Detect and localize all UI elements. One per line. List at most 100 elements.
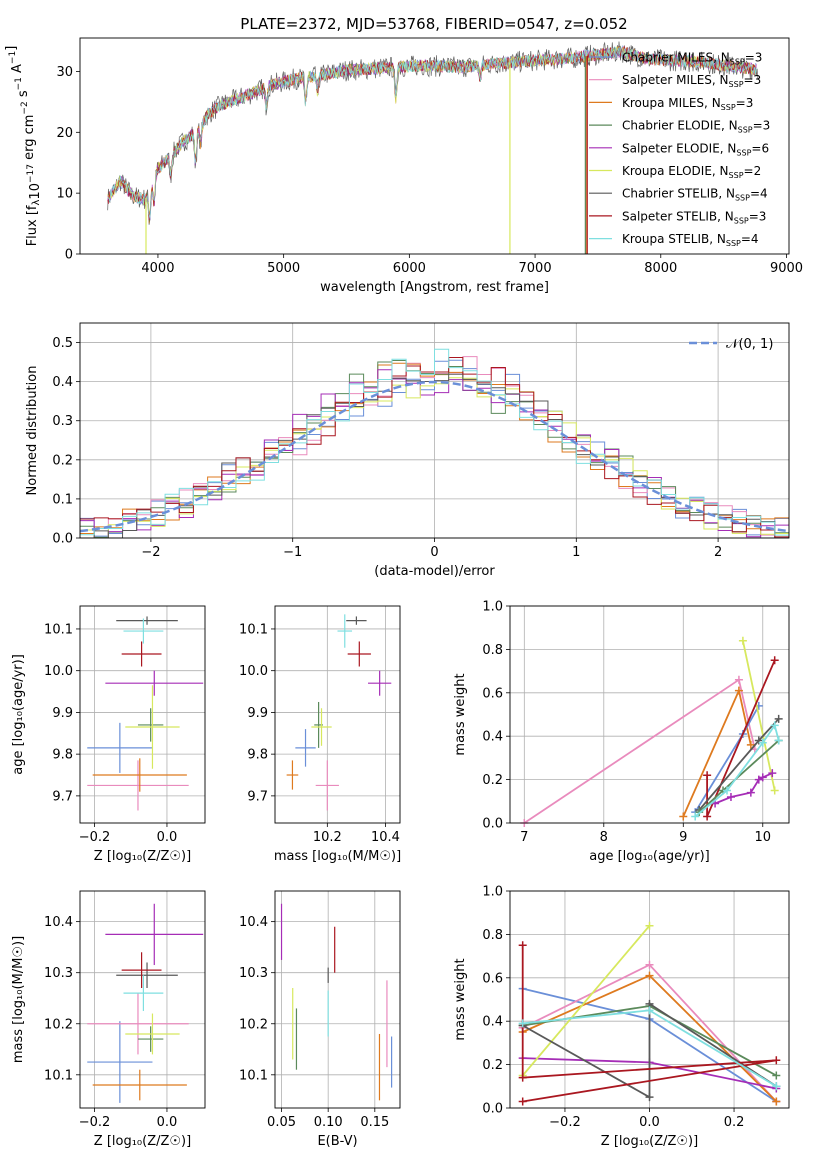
y-tick-label: 20 [56,126,73,141]
x-tick-label: −0.2 [79,830,111,845]
weight-marker [645,960,654,969]
y-tick-label: 10.4 [239,915,268,930]
gaussian-curve [80,380,789,533]
errorbars [286,614,392,811]
plot-frame [79,605,206,824]
y-tick-label: 0 [65,248,73,263]
legend-entry: Kroupa STELIB, NSSP=4 [622,232,759,248]
weight-marker [746,788,755,797]
weight-marker [734,686,743,695]
y-axis-label: age [log₁₀(age/yr)] [11,654,26,775]
x-tick-label: 0.05 [267,1115,296,1130]
x-tick-label: −2 [141,545,160,560]
y-tick-label: 10 [56,187,73,202]
weight-line [698,718,780,811]
y-tick-label: 10.1 [239,1068,268,1083]
residuals-panel: −2 −1 0 1 2 0.0 0.1 0.2 0.3 0.4 0.5 (data-model)/er… [25,322,790,579]
x-tick-label: 8 [600,830,608,845]
y-tick-label: 30 [56,65,73,80]
weight-marker [726,792,735,801]
legend-entry: Chabrier ELODIE, NSSP=3 [622,119,770,135]
y-tick-label: 10.3 [239,966,268,981]
y-tick-label: 0.8 [482,928,503,943]
y-axis-label-part: −2 [20,101,30,114]
legend-entry: Salpeter STELIB, NSSP=3 [622,209,766,225]
plot-frame [274,605,401,824]
y-tick-label: 1.0 [482,885,503,900]
weight-marker [645,1093,654,1102]
y-axis-label-part: 10 [28,183,43,200]
x-tick-label: −1 [283,545,302,560]
age-vs-mass-panel: 10.2 10.4 9.7 9.8 9.9 10.0 10.1 mass [log₁₀(M/M… [239,605,401,864]
weight-marker [518,1073,527,1082]
y-axis-label: Flux [fλ10−17 erg cm−2 s−1 A−1] [4,46,43,247]
x-tick-label: 0.0 [157,830,178,845]
legend-entry: Kroupa ELODIE, NSSP=2 [622,164,761,180]
plot-frame [79,37,790,255]
weight-line [522,925,651,1077]
x-axis-label: (data-model)/error [374,564,495,579]
weight-marker [723,786,731,795]
grid [275,891,400,1108]
spectrum-lines [107,41,759,254]
weight-marker [774,736,783,745]
weight-marker [518,1097,527,1106]
legend-entry: 𝒩(0, 1) [726,337,773,352]
y-tick-label: 10.4 [44,915,73,930]
y-tick-label: 0.6 [482,971,503,986]
errorbars [87,903,204,1103]
y-tick-label: 1.0 [482,600,503,615]
weight-marker [758,773,767,782]
residual-legend: 𝒩(0, 1) [689,337,773,352]
y-tick-label: 10.1 [239,622,268,637]
y-tick-label: 10.0 [239,664,268,679]
y-tick-label: 10.2 [239,1017,268,1032]
y-tick-label: 10.2 [44,1017,73,1032]
x-tick-label: 4000 [141,261,174,276]
plot-frame [509,890,790,1109]
x-axis-label: mass [log₁₀(M/M☉)] [274,849,401,864]
weight-line [521,945,777,1103]
y-tick-label: 0.8 [482,643,503,658]
x-tick-label: 0.2 [724,1115,745,1130]
weight-marker [772,1082,781,1091]
weight-marker [770,786,779,795]
legend-entry: Chabrier STELIB, NSSP=4 [622,187,768,203]
y-axis-label: mass weight [453,673,468,755]
spectrum-line-kroupa-stelib [107,46,757,219]
x-axis-label: age [log₁₀(age/yr)] [589,849,710,864]
spectrum-panel: 4000 5000 6000 7000 8000 9000 0 10 20 30 wavelengt… [4,37,803,295]
weight-line [694,705,760,813]
y-tick-label: 9.7 [247,789,268,804]
weight-marker [703,812,712,821]
weight-marker [772,1071,781,1080]
legend-entry: Salpeter MILES, NSSP=3 [622,73,761,89]
plot-frame [79,322,790,539]
y-axis-label-part: erg cm [22,115,37,164]
weight-marker [772,1056,781,1065]
errorbars [87,616,204,811]
y-tick-label: 9.8 [247,748,268,763]
y-axis-label-part: ] [4,46,19,51]
y-tick-label: 10.1 [44,1068,73,1083]
y-tick-label: 10.1 [44,622,73,637]
weight-marker [738,636,747,645]
errorbars [280,903,393,1101]
y-tick-label: 0.5 [52,336,73,351]
x-tick-label: −0.2 [549,1115,581,1130]
x-tick-label: 2 [714,545,722,560]
y-tick-label: 0.4 [52,375,73,390]
y-tick-label: 9.7 [52,789,73,804]
weight-marker [772,1097,781,1106]
legend-entry: Chabrier MILES, NSSP=3 [622,51,762,67]
x-tick-label: 0.0 [639,1115,660,1130]
mass-vs-ebv-panel: 0.05 0.10 0.15 10.1 10.2 10.3 10.4 E(B-V) [239,890,401,1149]
histograms [80,348,789,538]
y-axis-label-part: −1 [14,77,24,90]
weight-marker [768,769,777,778]
x-tick-label: 10 [754,830,771,845]
x-tick-label: 1 [572,545,580,560]
y-tick-label: 0.2 [52,453,73,468]
x-axis-label: wavelength [Angstrom, rest frame] [320,280,549,295]
